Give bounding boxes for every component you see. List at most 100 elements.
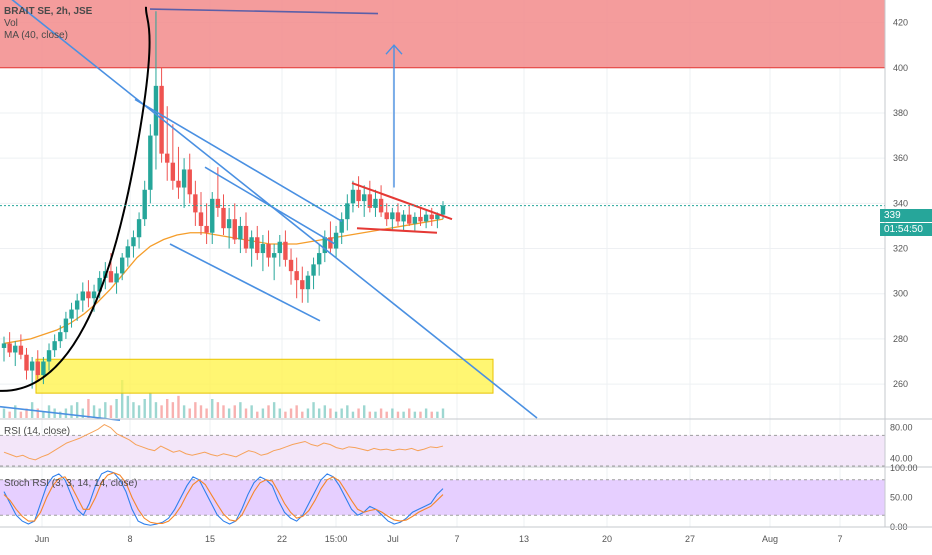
candle-body — [91, 291, 97, 299]
x-tick-label: Jul — [387, 534, 399, 544]
candle-body — [423, 214, 429, 222]
x-tick-label: 20 — [602, 534, 612, 544]
stoch-pane-label[interactable]: Stoch RSI (3, 3, 14, 14, close) — [4, 478, 138, 489]
lower-trendline — [0, 405, 121, 422]
candle-body — [277, 241, 282, 254]
candle-body — [288, 259, 294, 272]
volume-bar — [413, 411, 417, 418]
volume-bar — [402, 411, 405, 418]
volume-bar — [267, 405, 270, 418]
y-tick-label: 320 — [893, 244, 908, 254]
volume-bar — [441, 408, 445, 418]
candle-body — [125, 246, 131, 258]
x-tick-label: 27 — [685, 534, 695, 544]
volume-bar — [329, 408, 332, 418]
candle-body — [243, 225, 249, 249]
drawing-annotations — [0, 0, 538, 422]
candle-body — [232, 219, 237, 240]
candle-body — [153, 85, 159, 136]
candle-body — [29, 361, 35, 371]
volume-bar — [239, 402, 242, 418]
candle-body — [148, 135, 153, 190]
volume-bar — [312, 402, 315, 418]
volume-bar — [396, 411, 400, 418]
volume-bar — [424, 408, 428, 418]
volume-bar — [363, 405, 366, 418]
candle-body — [339, 219, 344, 233]
last-price-badge: 339 — [880, 209, 932, 222]
volume-bar — [182, 405, 186, 418]
rsi-tick-label: 80.00 — [890, 423, 913, 433]
volume-bar — [408, 408, 411, 418]
candle-body — [176, 180, 181, 188]
ma-label[interactable]: MA (40, close) — [4, 30, 68, 41]
candle-body — [119, 257, 125, 274]
x-tick-label: Jun — [35, 534, 50, 544]
top-resistance-line — [149, 8, 379, 15]
volume-bar — [137, 405, 141, 418]
stoch-k-line — [3, 470, 444, 526]
vol-label[interactable]: Vol — [4, 18, 18, 29]
y-tick-label: 260 — [893, 379, 908, 389]
volume-bar — [222, 405, 225, 418]
rsi-pane — [0, 424, 885, 467]
candle-body — [215, 198, 221, 208]
candle-body — [198, 212, 204, 226]
resistance-zone — [0, 0, 885, 68]
candle-body — [440, 205, 446, 215]
triangle-lower-line — [356, 227, 438, 234]
volume-bar — [233, 405, 236, 418]
candle-body — [238, 225, 243, 240]
volume-bar — [340, 408, 343, 418]
volume-bar — [244, 408, 248, 418]
y-tick-label: 360 — [893, 153, 908, 163]
candle-body — [395, 212, 401, 222]
volume-bar — [295, 405, 298, 418]
y-tick-label: 280 — [893, 334, 908, 344]
candle-body — [80, 291, 85, 301]
volume-bar — [177, 395, 180, 418]
candle-body — [226, 219, 232, 229]
x-tick-label: 15:00 — [325, 534, 348, 544]
candle-body — [24, 354, 29, 371]
volume-bar — [430, 411, 433, 418]
x-tick-label: 22 — [277, 534, 287, 544]
volume-bar — [194, 402, 197, 418]
rsi-pane-label[interactable]: RSI (14, close) — [4, 426, 71, 437]
y-tick-label: 380 — [893, 108, 908, 118]
volume-bar — [75, 402, 79, 418]
candle-body — [249, 237, 254, 249]
candle-body — [367, 194, 373, 208]
volume-bar — [143, 399, 146, 418]
volume-bar — [104, 402, 107, 418]
candle-body — [210, 198, 215, 233]
volume-bar — [115, 399, 118, 418]
volume-bar — [346, 405, 349, 418]
volume-bar — [171, 402, 175, 418]
candle-body — [18, 345, 24, 355]
triangle-upper-line — [351, 182, 453, 221]
candle-body — [350, 189, 356, 204]
volume-bar — [306, 408, 310, 418]
candle-body — [193, 194, 198, 213]
symbol-label[interactable]: BRAIT SE, 2h, JSE — [4, 6, 93, 17]
stoch-tick-label: 100.00 — [890, 463, 918, 473]
candle-body — [136, 219, 142, 238]
volume-bar — [19, 411, 23, 418]
candle-body — [356, 189, 361, 202]
volume-bar — [36, 408, 39, 418]
volume-bar — [109, 405, 113, 418]
volume-bar — [42, 411, 45, 418]
candle-body — [294, 271, 299, 281]
volume-bar — [419, 411, 422, 418]
stoch-d-line — [3, 472, 444, 525]
countdown-badge: 01:54:50 — [880, 223, 932, 236]
volume-bar — [368, 411, 372, 418]
x-tick-label: 7 — [454, 534, 459, 544]
volume-bar — [278, 408, 281, 418]
y-tick-label: 400 — [893, 63, 908, 73]
channel-lower-line — [169, 243, 321, 322]
candle-body — [97, 277, 102, 292]
